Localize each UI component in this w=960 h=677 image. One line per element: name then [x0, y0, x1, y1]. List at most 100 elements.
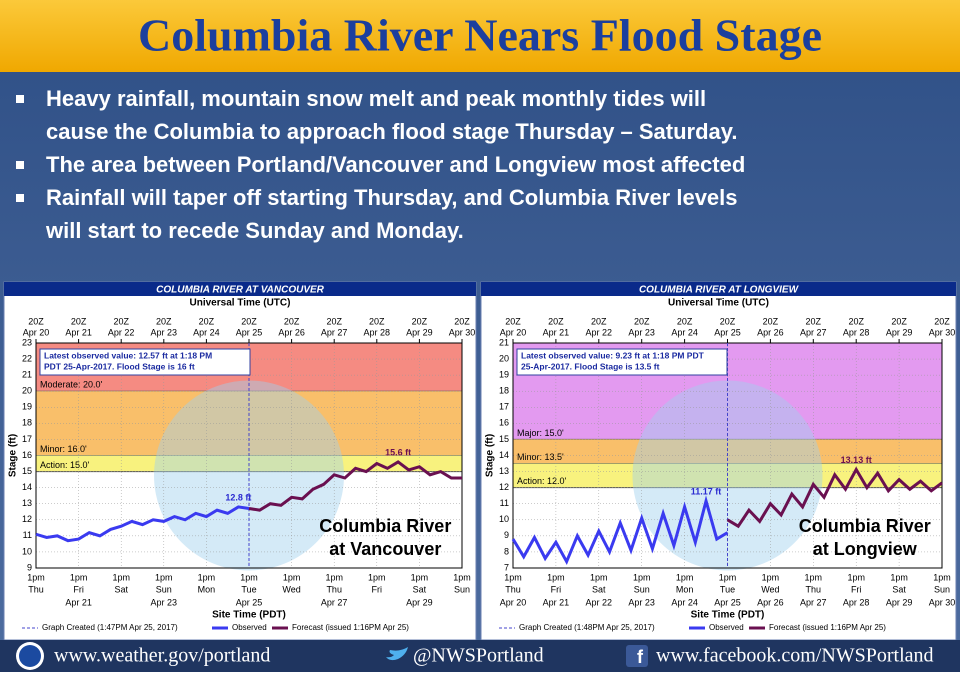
series-line [511, 495, 729, 566]
threshold-label: Minor: 16.0' [40, 444, 87, 454]
y-tick-label: 7 [504, 562, 509, 572]
x-tick-date: Apr 27 [800, 597, 827, 607]
y-tick-label: 10 [499, 514, 509, 524]
x-tick-day: Sat [592, 584, 606, 594]
x-tick-label: 1pm [719, 572, 737, 582]
x-tick-day: Sat [114, 584, 128, 594]
threshold-label: Action: 12.0' [517, 476, 567, 486]
top-tick-date: Apr 24 [671, 327, 698, 337]
top-tick-label: 20Z [806, 316, 822, 326]
top-tick-label: 20Z [284, 316, 300, 326]
x-tick-label: 1pm [847, 572, 865, 582]
chart-panel: COLUMBIA RIVER AT VANCOUVER Universal Tim… [3, 281, 477, 641]
y-tick-label: 8 [504, 546, 509, 556]
y-tick-label: 20 [499, 353, 509, 363]
x-tick-label: 1pm [155, 572, 173, 582]
legend-text: Observed [232, 623, 267, 632]
top-tick-label: 20Z [326, 316, 342, 326]
y-tick-label: 12 [499, 482, 509, 492]
top-tick-label: 20Z [199, 316, 215, 326]
top-tick-date: Apr 25 [236, 327, 263, 337]
top-tick-date: Apr 30 [449, 327, 476, 337]
y-tick-label: 11 [500, 498, 509, 508]
x-tick-day: Mon [198, 584, 216, 594]
x-tick-date: Apr 23 [151, 597, 178, 607]
top-tick-date: Apr 30 [929, 327, 956, 337]
x-tick-day: Thu [28, 584, 44, 594]
x-tick-day: Tue [720, 584, 735, 594]
annotation-box [39, 348, 251, 376]
x-tick-day: Sun [454, 584, 470, 594]
annotation-text: PDT 25-Apr-2017. Flood Stage is 16 ft [44, 361, 195, 371]
value-label: 13.13 ft [841, 455, 872, 465]
bullet-mark [16, 194, 24, 202]
top-tick-label: 20Z [412, 316, 428, 326]
x-tick-day: Sun [634, 584, 650, 594]
y-tick-label: 14 [22, 482, 32, 492]
x-tick-label: 1pm [547, 572, 565, 582]
legend-text: Graph Created (1:47PM Apr 25, 2017) [42, 623, 178, 632]
x-tick-label: 1pm [27, 572, 45, 582]
x-tick-label: 1pm [633, 572, 651, 582]
top-tick-label: 20Z [28, 316, 44, 326]
x-tick-label: 1pm [504, 572, 522, 582]
y-axis-label: Stage (ft) [8, 434, 19, 477]
top-tick-label: 20Z [156, 316, 172, 326]
y-tick-label: 19 [499, 370, 509, 380]
top-tick-label: 20Z [548, 316, 564, 326]
top-tick-label: 20Z [763, 316, 779, 326]
y-tick-label: 21 [22, 370, 32, 380]
x-tick-date: Apr 29 [886, 597, 913, 607]
bullet-text: cause the Columbia to approach flood sta… [46, 119, 738, 144]
footer-link[interactable]: @NWSPortland [413, 645, 544, 667]
y-tick-label: 12 [22, 514, 32, 524]
top-tick-label: 20Z [71, 316, 87, 326]
top-tick-date: Apr 20 [23, 327, 50, 337]
overlay-text: at Longview [813, 539, 918, 559]
footer-link[interactable]: www.facebook.com/NWSPortland [656, 645, 934, 667]
x-tick-date: Apr 28 [843, 597, 870, 607]
y-tick-label: 16 [499, 418, 509, 428]
bullet-mark [16, 95, 24, 103]
y-tick-label: 15 [22, 466, 32, 476]
overlay-text: Columbia River [319, 516, 451, 536]
x-tick-day: Fri [73, 584, 84, 594]
y-tick-label: 17 [22, 434, 32, 444]
top-tick-label: 20Z [891, 316, 907, 326]
y-axis-label: Stage (ft) [485, 434, 496, 477]
top-tick-label: 20Z [634, 316, 650, 326]
x-tick-label: 1pm [70, 572, 88, 582]
annotation-text: Latest observed value: 9.23 ft at 1:18 P… [521, 350, 705, 360]
twitter-icon [386, 647, 408, 661]
x-tick-date: Apr 22 [586, 597, 613, 607]
y-tick-label: 13 [499, 466, 509, 476]
bullet-text: The area between Portland/Vancouver and … [46, 152, 745, 177]
top-tick-label: 20Z [113, 316, 129, 326]
y-tick-label: 18 [22, 418, 32, 428]
top-tick-label: 20Z [591, 316, 607, 326]
top-tick-date: Apr 26 [757, 327, 784, 337]
x-tick-date: Apr 30 [929, 597, 956, 607]
top-tick-date: Apr 21 [65, 327, 92, 337]
x-tick-day: Fri [851, 584, 862, 594]
top-tick-label: 20Z [369, 316, 385, 326]
x-tick-label: 1pm [240, 572, 258, 582]
x-tick-day: Thu [806, 584, 822, 594]
x-tick-date: Apr 21 [543, 597, 570, 607]
bullet-text: Rainfall will taper off starting Thursda… [46, 185, 738, 210]
facebook-f: f [637, 647, 644, 667]
x-tick-day: Thu [505, 584, 521, 594]
top-tick-date: Apr 22 [586, 327, 613, 337]
x-tick-day: Fri [372, 584, 383, 594]
y-tick-label: 11 [23, 530, 32, 540]
x-tick-label: 1pm [676, 572, 694, 582]
x-tick-label: 1pm [805, 572, 823, 582]
x-tick-day: Fri [551, 584, 562, 594]
top-axis-label: Universal Time (UTC) [190, 298, 291, 309]
x-tick-day: Mon [676, 584, 694, 594]
footer-link[interactable]: www.weather.gov/portland [54, 645, 270, 667]
overlay-text: at Vancouver [329, 539, 441, 559]
x-tick-day: Sat [413, 584, 427, 594]
y-tick-label: 22 [22, 353, 32, 363]
